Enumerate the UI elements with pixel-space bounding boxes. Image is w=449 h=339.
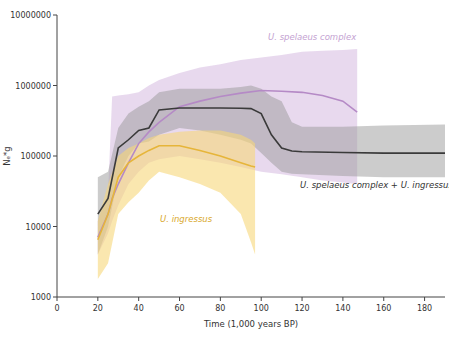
median-line — [98, 146, 255, 240]
y-tick-label: 100000 — [20, 152, 51, 161]
axes: 0 20 40 60 80 100 120 140 160 180 1000 10000 100000 1… — [10, 11, 445, 313]
x-tick — [138, 297, 139, 301]
y-tick — [53, 15, 57, 16]
x-tick-label: 40 — [134, 304, 144, 313]
x-tick-label: 180 — [417, 304, 432, 313]
x-tick-label: 80 — [215, 304, 225, 313]
x-tick-label: 100 — [254, 304, 269, 313]
x-tick — [261, 297, 262, 301]
x-tick — [179, 297, 180, 301]
y-tick — [53, 226, 57, 227]
x-tick-label: 120 — [294, 304, 309, 313]
x-tick — [57, 297, 58, 301]
chart: 0 20 40 60 80 100 120 140 160 180 1000 10000 100000 1… — [0, 0, 449, 339]
series-label: U. ingressus — [160, 214, 213, 224]
x-tick-label: 140 — [335, 304, 350, 313]
plot-area — [98, 49, 445, 279]
x-tick — [302, 297, 303, 301]
x-tick-label: 20 — [93, 304, 103, 313]
y-tick-label: 1000 — [31, 293, 51, 302]
x-tick — [342, 297, 343, 301]
hpd-band — [98, 131, 255, 280]
x-tick-label: 60 — [174, 304, 184, 313]
median-line — [98, 108, 445, 214]
y-axis-label: Nₑ*g — [2, 146, 12, 166]
y-tick-label: 10000000 — [10, 11, 51, 20]
median-line — [98, 90, 357, 237]
x-axis-line — [57, 297, 445, 298]
y-tick-label: 10000 — [26, 223, 51, 232]
x-tick-label: 0 — [54, 304, 59, 313]
y-tick — [53, 85, 57, 86]
x-tick — [97, 297, 98, 301]
x-axis-label: Time (1,000 years BP) — [203, 319, 298, 329]
y-tick — [53, 156, 57, 157]
y-tick-label: 1000000 — [15, 82, 51, 91]
x-tick — [383, 297, 384, 301]
x-tick-label: 160 — [376, 304, 391, 313]
series-label: U. spelaeus complex — [268, 32, 357, 42]
series-label: U. spelaeus complex + U. ingressus — [300, 180, 449, 190]
y-tick — [53, 297, 57, 298]
x-tick — [220, 297, 221, 301]
x-tick — [424, 297, 425, 301]
